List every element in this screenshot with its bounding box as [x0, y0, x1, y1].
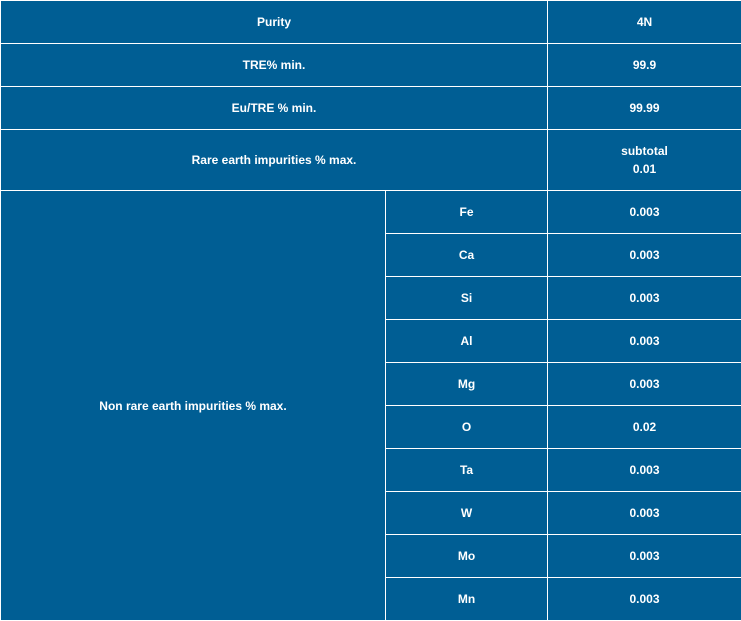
- spec-row-value: 99.99: [548, 87, 741, 130]
- impurity-element: Mn: [386, 578, 548, 621]
- purity-value: 4N: [548, 1, 741, 44]
- impurity-value: 0.003: [548, 535, 741, 578]
- impurity-element: Fe: [386, 191, 548, 234]
- spec-row-label: TRE% min.: [1, 44, 548, 87]
- impurity-element: Ca: [386, 234, 548, 277]
- impurity-element: Mo: [386, 535, 548, 578]
- non-rare-earth-label: Non rare earth impurities % max.: [1, 191, 386, 621]
- impurity-value: 0.003: [548, 191, 741, 234]
- rare-earth-label: Rare earth impurities % max.: [1, 130, 548, 191]
- impurity-element: W: [386, 492, 548, 535]
- impurity-element: O: [386, 406, 548, 449]
- spec-row-label: Eu/TRE % min.: [1, 87, 548, 130]
- impurity-element: Si: [386, 277, 548, 320]
- spec-table: Purity4NTRE% min.99.9Eu/TRE % min.99.99R…: [0, 0, 741, 621]
- impurity-value: 0.003: [548, 234, 741, 277]
- impurity-value: 0.003: [548, 449, 741, 492]
- impurity-value: 0.02: [548, 406, 741, 449]
- impurity-value: 0.003: [548, 492, 741, 535]
- rare-earth-value: subtotal0.01: [548, 130, 741, 191]
- rare-earth-value-line2: 0.01: [554, 160, 735, 178]
- impurity-element: Mg: [386, 363, 548, 406]
- spec-table-container: Purity4NTRE% min.99.9Eu/TRE % min.99.99R…: [0, 0, 741, 621]
- rare-earth-value-line1: subtotal: [554, 142, 735, 160]
- impurity-value: 0.003: [548, 277, 741, 320]
- impurity-value: 0.003: [548, 320, 741, 363]
- spec-row-value: 99.9: [548, 44, 741, 87]
- impurity-element: Al: [386, 320, 548, 363]
- purity-label: Purity: [1, 1, 548, 44]
- impurity-value: 0.003: [548, 578, 741, 621]
- impurity-element: Ta: [386, 449, 548, 492]
- impurity-value: 0.003: [548, 363, 741, 406]
